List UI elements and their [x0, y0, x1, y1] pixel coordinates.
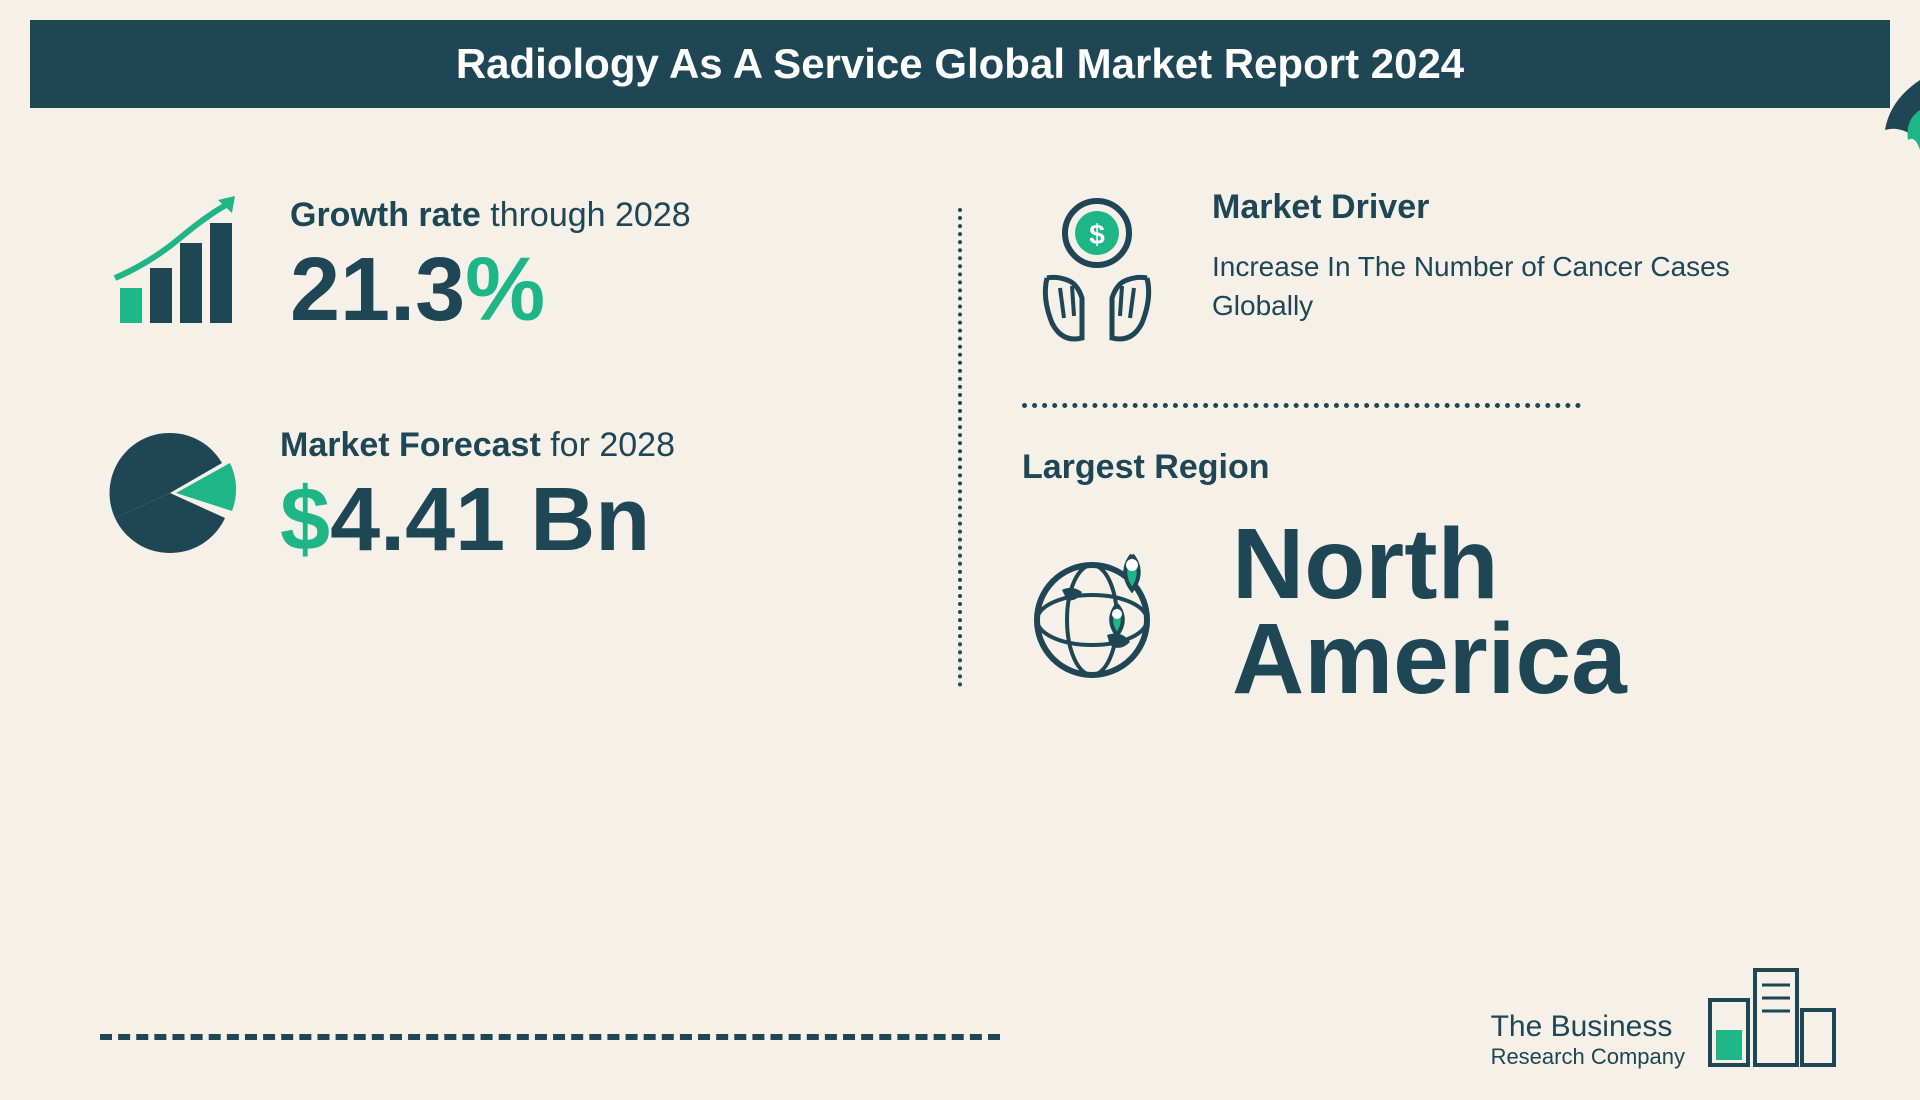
- company-logo: The Business Research Company: [1491, 950, 1840, 1070]
- driver-description: Increase In The Number of Cancer Cases G…: [1212, 247, 1820, 325]
- left-column: Growth rate through 2028 21.3% M: [100, 188, 898, 707]
- hands-money-icon: $: [1022, 188, 1172, 353]
- globe-pin-icon: [1022, 530, 1182, 695]
- bottom-dash-divider: [100, 1034, 1000, 1040]
- logo-buildings-icon: [1700, 950, 1840, 1070]
- svg-text:$: $: [1089, 219, 1105, 250]
- growth-rate-block: Growth rate through 2028 21.3%: [100, 188, 898, 343]
- vertical-divider: [958, 208, 962, 687]
- logo-text: The Business Research Company: [1491, 1010, 1685, 1070]
- forecast-value: $4.41 Bn: [280, 475, 675, 565]
- driver-text: Market Driver Increase In The Number of …: [1212, 188, 1820, 325]
- report-title: Radiology As A Service Global Market Rep…: [30, 20, 1890, 108]
- market-driver-block: $ Market Driver Increase In The Number o…: [1022, 188, 1820, 353]
- growth-chart-icon: [100, 188, 250, 343]
- right-column: $ Market Driver Increase In The Number o…: [1022, 188, 1820, 707]
- driver-heading: Market Driver: [1212, 188, 1820, 227]
- growth-rate-value: 21.3%: [290, 245, 691, 335]
- region-heading: Largest Region: [1022, 448, 1820, 487]
- forecast-text: Market Forecast for 2028 $4.41 Bn: [280, 426, 675, 565]
- dotted-separator: [1022, 403, 1581, 408]
- content-area: Growth rate through 2028 21.3% M: [0, 108, 1920, 747]
- largest-region-block: Largest Region No: [1022, 448, 1820, 707]
- pie-chart-icon: [100, 423, 240, 568]
- forecast-block: Market Forecast for 2028 $4.41 Bn: [100, 423, 898, 568]
- growth-rate-text: Growth rate through 2028 21.3%: [290, 196, 691, 335]
- forecast-label: Market Forecast for 2028: [280, 426, 675, 465]
- growth-rate-label: Growth rate through 2028: [290, 196, 691, 235]
- region-value: North America: [1232, 517, 1627, 707]
- corner-leaf-icon: [1860, 80, 1920, 180]
